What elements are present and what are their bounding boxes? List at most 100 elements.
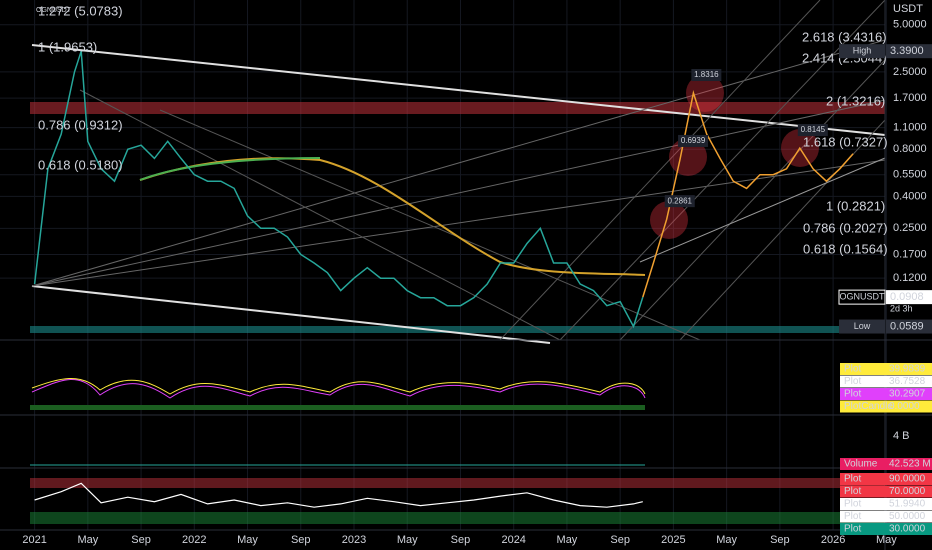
indicator-tag-box	[840, 388, 932, 400]
price-tag-value-box	[886, 44, 932, 59]
x-tick-label: Sep	[610, 534, 630, 546]
indicator-tag-label: PlotCandle	[844, 401, 893, 412]
value-label: 0.8145	[801, 125, 826, 134]
y-tick-label: 2.5000	[893, 66, 927, 78]
volume-tag-label: Volume	[844, 459, 878, 470]
x-tick-label: 2025	[661, 534, 685, 546]
indicator-tag-label: Plot	[844, 486, 861, 497]
indicator-tag-value: 30.2907	[889, 389, 926, 400]
price-tag-box	[839, 44, 885, 59]
resistance-band	[30, 102, 885, 114]
indicator-tag-value: 70.0000	[889, 486, 926, 497]
indicator-tag-value: 30.0000	[889, 524, 926, 535]
indicator-tag-label: Plot	[844, 376, 861, 387]
indicator-tag-label: Plot	[844, 389, 861, 400]
y-tick-label: 0.1200	[893, 272, 927, 284]
trend-line	[499, 0, 821, 341]
price-tag-value: 3.3900	[890, 45, 924, 57]
x-tick-label: May	[77, 534, 98, 546]
indicator-tag-box	[840, 485, 932, 498]
y-tick-label: 1.7000	[893, 92, 927, 104]
moving-average	[139, 157, 321, 181]
indicator-tag-box	[840, 523, 932, 535]
x-tick-label: Sep	[770, 534, 790, 546]
symbol-title: OGNUSDT	[36, 7, 72, 14]
price-tag-note: 2d 3h	[890, 304, 913, 314]
x-tick-label: May	[876, 534, 897, 546]
indicator-tag-label: Plot	[844, 511, 861, 522]
y-tick-label: 0.1700	[893, 248, 927, 260]
value-label: 0.6939	[681, 136, 706, 145]
x-tick-label: 2021	[22, 534, 46, 546]
x-tick-label: 2026	[821, 534, 845, 546]
y-tick-label: 1.1000	[893, 122, 927, 134]
fib-label: 1 (0.2821)	[826, 198, 885, 213]
indicator-tag-value: 51.9940	[889, 499, 926, 510]
indicator-tag-box	[840, 375, 932, 388]
trend-line	[159, 109, 701, 341]
oscillator-band	[30, 405, 645, 410]
trend-line	[639, 157, 886, 263]
x-tick-label: Sep	[131, 534, 151, 546]
value-label: 1.8316	[694, 70, 719, 79]
price-tag-name: High	[853, 46, 872, 56]
oscillator-line	[31, 379, 646, 399]
moving-average	[139, 157, 646, 276]
indicator-tag-label: Plot	[844, 364, 861, 375]
y-tick-label: 0.5500	[893, 169, 927, 181]
trend-line	[619, 59, 886, 341]
indicator-tag-box	[840, 473, 932, 485]
value-label-box	[664, 195, 695, 208]
value-label: 0.2861	[668, 196, 693, 205]
fib-label: 0.618 (0.5180)	[38, 157, 123, 172]
trend-line	[31, 99, 886, 287]
fib-label: 1.272 (5.0783)	[38, 3, 123, 18]
indicator-tag-box	[840, 363, 932, 375]
price-tag-value-box	[886, 290, 932, 305]
x-tick-label: 2023	[342, 534, 366, 546]
fib-label: 2.618 (3.4316)	[802, 29, 887, 44]
trend-line	[31, 285, 551, 344]
indicator-tag-box	[840, 510, 932, 523]
price-line	[642, 90, 854, 298]
trend-line	[31, 159, 886, 287]
x-tick-label: 2024	[501, 534, 525, 546]
rsi-line	[34, 482, 643, 508]
indicator-tag-value: 0.0000	[889, 401, 920, 412]
fib-label: 1 (1.9653)	[38, 39, 97, 54]
price-tag-value-box	[886, 319, 932, 334]
x-tick-label: Sep	[451, 534, 471, 546]
x-tick-label: Sep	[291, 534, 311, 546]
value-label-box	[797, 124, 828, 137]
volume-tag-box	[840, 458, 932, 470]
price-tag-box	[838, 289, 886, 305]
price-tag-name: OGNUSDT	[840, 292, 886, 302]
highlight-circle	[650, 201, 688, 239]
support-band	[30, 326, 885, 333]
y-tick-label: 0.4000	[893, 190, 927, 202]
indicator-tag-value: 50.0000	[889, 511, 926, 522]
rsi-overbought-band	[30, 478, 885, 488]
value-label-box	[691, 69, 722, 82]
highlight-circle	[686, 74, 724, 112]
volume-axis-label: 4 B	[893, 430, 910, 442]
rsi-oversold-band	[30, 512, 885, 524]
trend-line	[79, 89, 561, 341]
oscillator-line	[31, 377, 646, 395]
fib-label: 0.618 (0.1564)	[803, 241, 888, 256]
trend-line	[559, 0, 886, 341]
price-tag-value: 0.0908	[890, 291, 924, 303]
fib-label: 0.786 (0.9312)	[38, 117, 123, 132]
price-tag-value: 0.0589	[890, 320, 924, 332]
indicator-tag-value: 39.9839	[889, 364, 926, 375]
y-tick-label: 5.0000	[893, 19, 927, 31]
price-tag-name: Low	[854, 321, 871, 331]
indicator-tag-value: 36.7528	[889, 376, 926, 387]
volume-tag-value: 42.523 M	[889, 459, 931, 470]
y-tick-label: 0.8000	[893, 143, 927, 155]
x-tick-label: May	[397, 534, 418, 546]
fib-label: 1.618 (0.7327)	[803, 134, 888, 149]
fib-label: 2 (1.3216)	[826, 93, 885, 108]
